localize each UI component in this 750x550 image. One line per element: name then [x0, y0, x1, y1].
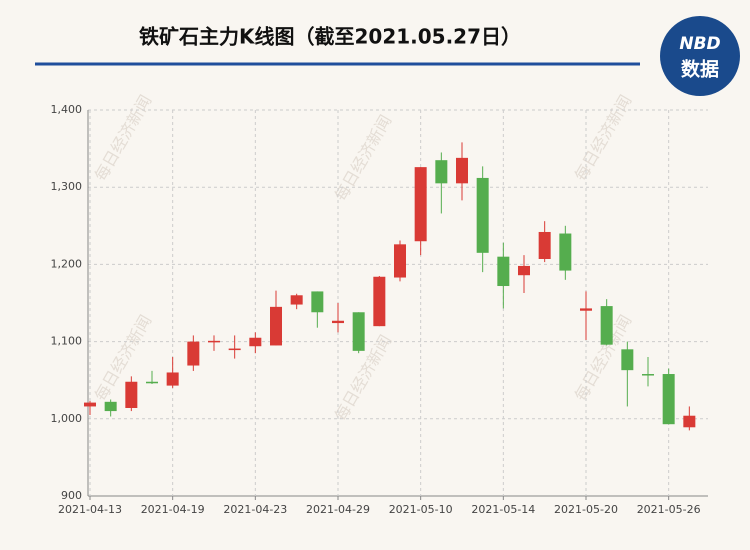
watermark: 每日经济新闻	[91, 312, 155, 405]
x-tick-label: 2021-05-20	[554, 503, 618, 516]
x-tick-label: 2021-05-26	[637, 503, 701, 516]
candle-body	[332, 320, 344, 324]
candle-body	[414, 167, 427, 242]
x-tick-label: 2021-05-10	[389, 503, 453, 516]
y-tick-label: 1,100	[51, 335, 83, 348]
candle-body	[600, 306, 613, 345]
candle-body	[270, 306, 282, 346]
candle-body	[621, 349, 634, 371]
logo-top: NBD	[679, 34, 720, 54]
candle-body	[84, 402, 96, 407]
candle-body	[642, 374, 654, 376]
watermark: 每日经济新闻	[91, 92, 155, 185]
watermark: 每日经济新闻	[331, 112, 395, 205]
candle-body	[146, 381, 158, 384]
candle-body	[456, 157, 468, 184]
y-tick-label: 1,300	[51, 180, 83, 193]
candle-body	[208, 340, 220, 343]
candle-body	[166, 372, 179, 386]
candle-body	[249, 337, 262, 347]
candle-body	[580, 308, 592, 311]
y-tick-label: 900	[61, 489, 82, 502]
chart-title: 铁矿石主力K线图（截至2021.05.27日）	[139, 25, 521, 49]
x-tick-label: 2021-04-23	[223, 503, 287, 516]
candle-body	[538, 231, 551, 259]
candle-body	[187, 341, 200, 366]
logo-bottom: 数据	[681, 58, 719, 81]
candle-body	[394, 244, 406, 278]
candle-body	[311, 291, 324, 313]
candle-body	[104, 401, 117, 412]
x-tick-label: 2021-04-29	[306, 503, 370, 516]
y-tick-label: 1,000	[51, 412, 83, 425]
logo	[660, 16, 740, 96]
candle-body	[228, 348, 241, 351]
y-tick-label: 1,400	[51, 103, 83, 116]
candle-body	[290, 295, 303, 305]
candle-body	[476, 177, 489, 253]
candle-body	[352, 312, 365, 351]
y-tick-label: 1,200	[51, 257, 83, 270]
x-tick-label: 2021-04-13	[58, 503, 122, 516]
watermark: 每日经济新闻	[571, 92, 635, 185]
candle-body	[662, 374, 675, 425]
candle-body	[559, 233, 572, 271]
candle-body	[435, 160, 448, 184]
candle-body	[518, 265, 530, 276]
candle-body	[373, 276, 386, 327]
candle-body	[683, 415, 696, 428]
x-tick-label: 2021-05-14	[471, 503, 535, 516]
candle-body	[497, 256, 510, 287]
x-tick-label: 2021-04-19	[141, 503, 205, 516]
candle-body	[125, 381, 138, 408]
